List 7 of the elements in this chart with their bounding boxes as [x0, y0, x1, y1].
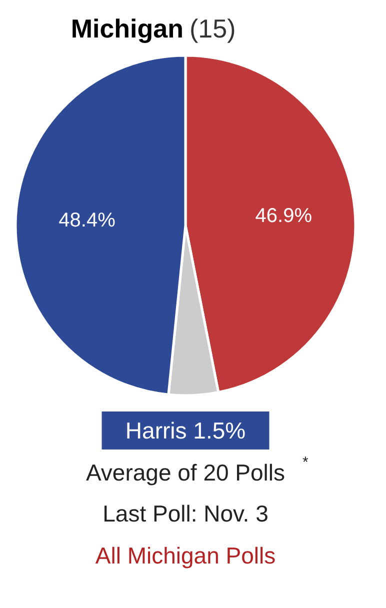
- data-label: 46.9%: [255, 204, 312, 227]
- text: Harris 1.5%: [125, 418, 246, 444]
- text: Last Poll: Nov. 3: [102, 500, 268, 526]
- data-label: 48.4%: [58, 210, 116, 232]
- chart-title: Michigan (15): [70, 14, 236, 44]
- text: Average of 20 Polls*: [86, 454, 308, 486]
- text: All Michigan Polls: [95, 542, 276, 568]
